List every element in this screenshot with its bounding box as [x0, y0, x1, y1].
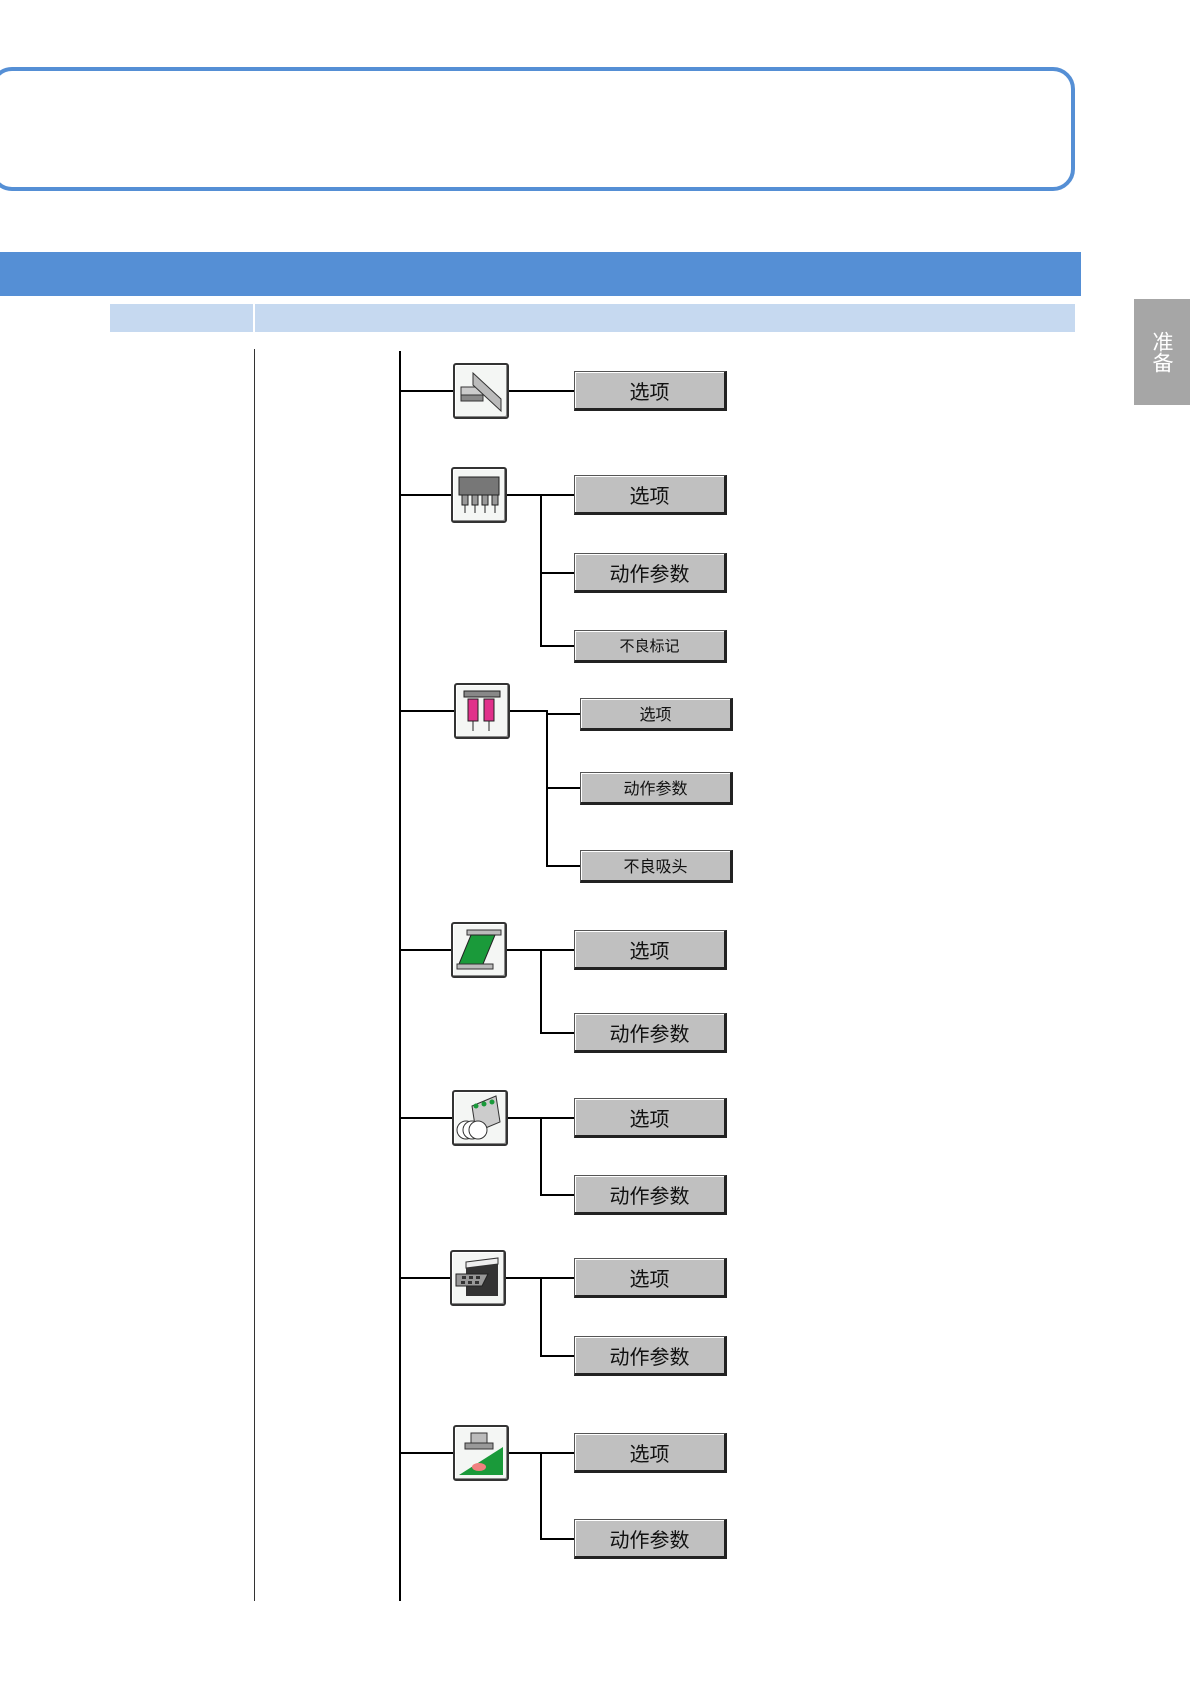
button-connector [540, 1277, 574, 1279]
button-connector [540, 949, 574, 951]
nozzle-head-icon[interactable] [451, 467, 507, 523]
button-connector [540, 572, 574, 574]
action-params-button[interactable]: 动作参数 [574, 1175, 727, 1215]
branch-connector [507, 949, 540, 951]
button-connector [540, 1194, 574, 1196]
tree-connector [400, 949, 451, 951]
button-connector [540, 1032, 574, 1034]
button-connector [540, 1117, 574, 1119]
reject-button[interactable]: 不良吸头 [580, 849, 733, 883]
options-button[interactable]: 选项 [574, 1098, 727, 1138]
tree-connector [400, 1277, 450, 1279]
tree-trunk-line [399, 351, 401, 1601]
tree-connector [400, 1452, 453, 1454]
table-header-band [110, 304, 1075, 332]
branch-connector [509, 390, 574, 392]
board-support-icon[interactable] [451, 922, 507, 978]
branch-line [540, 1117, 542, 1196]
button-connector [540, 1538, 574, 1540]
options-button[interactable]: 选项 [580, 697, 733, 731]
branch-connector [510, 710, 546, 712]
options-button[interactable]: 选项 [574, 371, 727, 411]
tape-feeder-icon[interactable] [452, 1090, 508, 1146]
branch-connector [506, 1277, 540, 1279]
pickup-nozzle-icon[interactable] [454, 683, 510, 739]
tree-connector [400, 1117, 452, 1119]
tree-connector [400, 390, 453, 392]
chapter-tab[interactable]: 准备 [1134, 299, 1190, 405]
section-title-band [0, 252, 1081, 296]
branch-connector [509, 1452, 540, 1454]
branch-line [540, 1452, 542, 1540]
options-button[interactable]: 选项 [574, 930, 727, 970]
tree-connector [400, 710, 454, 712]
action-params-button[interactable]: 动作参数 [574, 553, 727, 593]
table-header-divider [253, 304, 255, 332]
dispenser-board-icon[interactable] [453, 1425, 509, 1481]
button-connector [540, 1355, 574, 1357]
branch-connector [508, 1117, 540, 1119]
action-params-button[interactable]: 动作参数 [574, 1013, 727, 1053]
options-button[interactable]: 选项 [574, 1258, 727, 1298]
action-params-button[interactable]: 动作参数 [574, 1519, 727, 1559]
tree-connector [400, 494, 451, 496]
action-params-button[interactable]: 动作参数 [574, 1336, 727, 1376]
branch-line [540, 494, 542, 647]
conveyor-rail-icon[interactable] [453, 363, 509, 419]
chapter-tab-label: 准备 [1150, 331, 1174, 373]
branch-line [540, 1277, 542, 1357]
action-params-button[interactable]: 动作参数 [580, 771, 733, 805]
button-connector [540, 1452, 574, 1454]
options-button[interactable]: 选项 [574, 1433, 727, 1473]
button-connector [546, 865, 580, 867]
tray-feeder-icon[interactable] [450, 1250, 506, 1306]
reject-button[interactable]: 不良标记 [574, 629, 727, 663]
button-connector [540, 494, 574, 496]
column-divider [254, 349, 255, 1601]
button-connector [546, 787, 580, 789]
button-connector [540, 645, 574, 647]
header-frame [0, 67, 1075, 191]
options-button[interactable]: 选项 [574, 475, 727, 515]
branch-line [540, 949, 542, 1034]
branch-connector [507, 494, 540, 496]
button-connector [546, 713, 580, 715]
